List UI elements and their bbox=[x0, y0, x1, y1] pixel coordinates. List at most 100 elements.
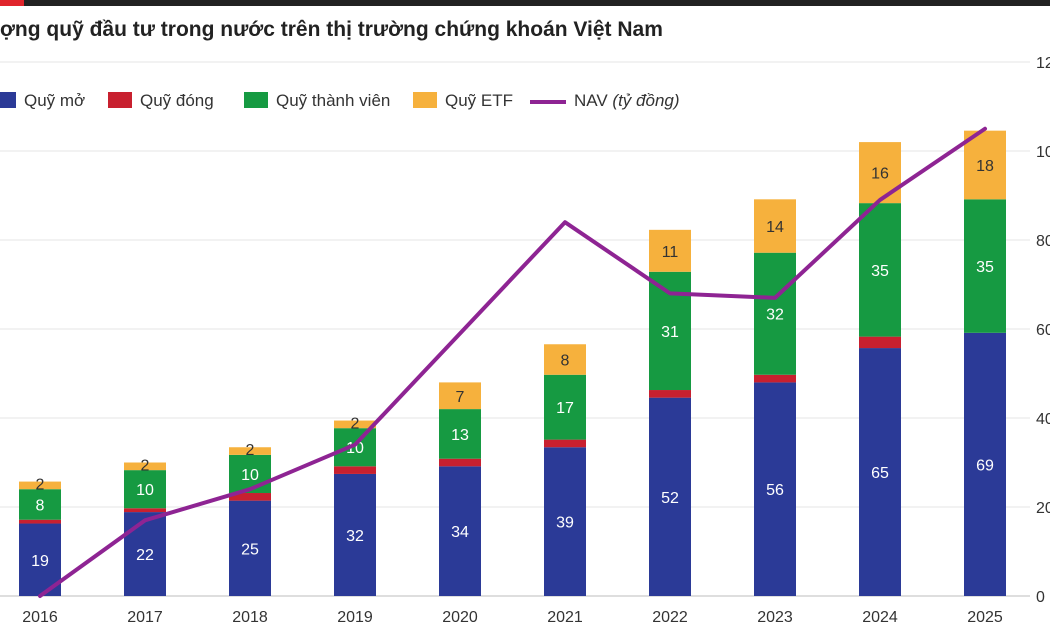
nav-line bbox=[38, 126, 987, 598]
x-tick-label: 2017 bbox=[127, 609, 163, 626]
x-tick-label: 2021 bbox=[547, 609, 583, 626]
segment-label: 16 bbox=[871, 166, 889, 183]
segment-label: 56 bbox=[766, 482, 784, 499]
bar-segment bbox=[754, 374, 796, 383]
bar-segment bbox=[229, 493, 271, 501]
y-tick-label: 100 bbox=[1036, 144, 1050, 161]
y-tick-label: 40 bbox=[1036, 411, 1050, 428]
segment-label: 8 bbox=[561, 353, 570, 370]
segment-label: 8 bbox=[36, 497, 45, 514]
segment-label: 39 bbox=[556, 515, 574, 532]
y-tick-label: 120 bbox=[1036, 55, 1050, 72]
segment-label: 2 bbox=[246, 442, 255, 459]
bar-segment bbox=[859, 142, 901, 204]
segment-label: 34 bbox=[451, 524, 469, 541]
bar-segment bbox=[124, 470, 166, 509]
bar-segment bbox=[334, 466, 376, 474]
bar-segment bbox=[439, 382, 481, 410]
y-tick-label: 0 bbox=[1036, 589, 1045, 606]
legend-label: Quỹ ETF bbox=[445, 91, 513, 110]
x-axis-ticks: 2016 2017 2018 2019 2020 2021 2022 2023 2024 2025 bbox=[22, 609, 1003, 626]
bar-segment bbox=[229, 447, 271, 455]
y-tick-label: 80 bbox=[1036, 233, 1050, 250]
x-tick-label: 2023 bbox=[757, 609, 793, 626]
bar-segment bbox=[334, 473, 376, 596]
bar-segment bbox=[754, 252, 796, 375]
segment-label: 10 bbox=[241, 467, 259, 484]
segment-label: 14 bbox=[766, 219, 784, 236]
bar-segment bbox=[439, 458, 481, 467]
legend-swatch bbox=[244, 92, 268, 108]
legend-swatch bbox=[0, 92, 16, 108]
bar-segment bbox=[124, 508, 166, 513]
legend-swatch bbox=[108, 92, 132, 108]
bar-segment bbox=[334, 420, 376, 429]
y-tick-label: 20 bbox=[1036, 500, 1050, 517]
segment-label: 13 bbox=[451, 427, 469, 444]
segment-label: 17 bbox=[556, 400, 574, 417]
segment-label: 69 bbox=[976, 457, 994, 474]
chart-title: ợng quỹ đầu tư trong nước trên thị trườn… bbox=[0, 18, 663, 41]
bar-segment bbox=[19, 519, 61, 524]
bar-segment bbox=[964, 332, 1006, 596]
bar-segment bbox=[544, 344, 586, 375]
x-tick-label: 2018 bbox=[232, 609, 268, 626]
bar-segment bbox=[859, 336, 901, 349]
legend: Quỹ mở Quỹ đóng Quỹ thành viên Quỹ ETF NAV (… bbox=[0, 91, 680, 110]
bar-segment bbox=[964, 130, 1006, 200]
legend-label: Quỹ mở bbox=[24, 91, 85, 110]
x-tick-label: 2025 bbox=[967, 609, 1003, 626]
right-axis-ticks: 0 20 40 60 80 100 120 bbox=[1036, 55, 1050, 606]
segment-label: 18 bbox=[976, 158, 994, 175]
bar-segment bbox=[124, 462, 166, 471]
bar-segment bbox=[229, 454, 271, 494]
segment-label: 2 bbox=[351, 415, 360, 432]
bar-segment bbox=[229, 500, 271, 596]
segment-label: 52 bbox=[661, 490, 679, 507]
bar-segment bbox=[439, 409, 481, 459]
legend-label: Quỹ đóng bbox=[140, 91, 214, 110]
grid-lines bbox=[0, 61, 1030, 597]
legend-label: Quỹ thành viên bbox=[276, 91, 390, 110]
segment-label: 31 bbox=[661, 324, 679, 341]
segment-label: 25 bbox=[241, 541, 259, 558]
bar-segment bbox=[544, 447, 586, 596]
x-tick-label: 2019 bbox=[337, 609, 373, 626]
top-accent bbox=[0, 0, 24, 6]
segment-labels: 1982221022510232102341373917852311156321… bbox=[31, 158, 994, 570]
bar-segment bbox=[19, 481, 61, 490]
top-border bbox=[0, 0, 1050, 6]
segment-label: 35 bbox=[871, 263, 889, 280]
segment-label: 35 bbox=[976, 259, 994, 276]
bar-segment bbox=[544, 374, 586, 440]
bar-segment bbox=[754, 382, 796, 596]
bar-segment bbox=[649, 229, 691, 272]
bar-segment bbox=[334, 428, 376, 467]
bar-segment bbox=[19, 489, 61, 520]
segment-label: 65 bbox=[871, 465, 889, 482]
bar-segment bbox=[754, 199, 796, 253]
bar-segment bbox=[859, 203, 901, 337]
legend-label: NAV (tỷ đồng) bbox=[574, 91, 680, 110]
segment-label: 11 bbox=[662, 244, 679, 261]
nav-line-group bbox=[38, 126, 987, 598]
x-tick-label: 2020 bbox=[442, 609, 478, 626]
segment-label: 2 bbox=[141, 457, 150, 474]
x-tick-label: 2016 bbox=[22, 609, 58, 626]
bar-segment bbox=[439, 466, 481, 596]
segment-label: 32 bbox=[346, 528, 364, 545]
segment-label: 10 bbox=[136, 482, 154, 499]
segment-label: 19 bbox=[31, 553, 49, 570]
x-tick-label: 2024 bbox=[862, 609, 898, 626]
bar-segment bbox=[964, 199, 1006, 333]
segment-label: 2 bbox=[36, 476, 45, 493]
x-tick-label: 2022 bbox=[652, 609, 688, 626]
bar-segment bbox=[124, 512, 166, 596]
segment-label: 22 bbox=[136, 547, 154, 564]
bar-segment bbox=[649, 390, 691, 398]
legend-swatch bbox=[413, 92, 437, 108]
segment-label: 7 bbox=[456, 389, 465, 406]
bar-segment bbox=[649, 397, 691, 596]
bar-segment bbox=[859, 348, 901, 596]
